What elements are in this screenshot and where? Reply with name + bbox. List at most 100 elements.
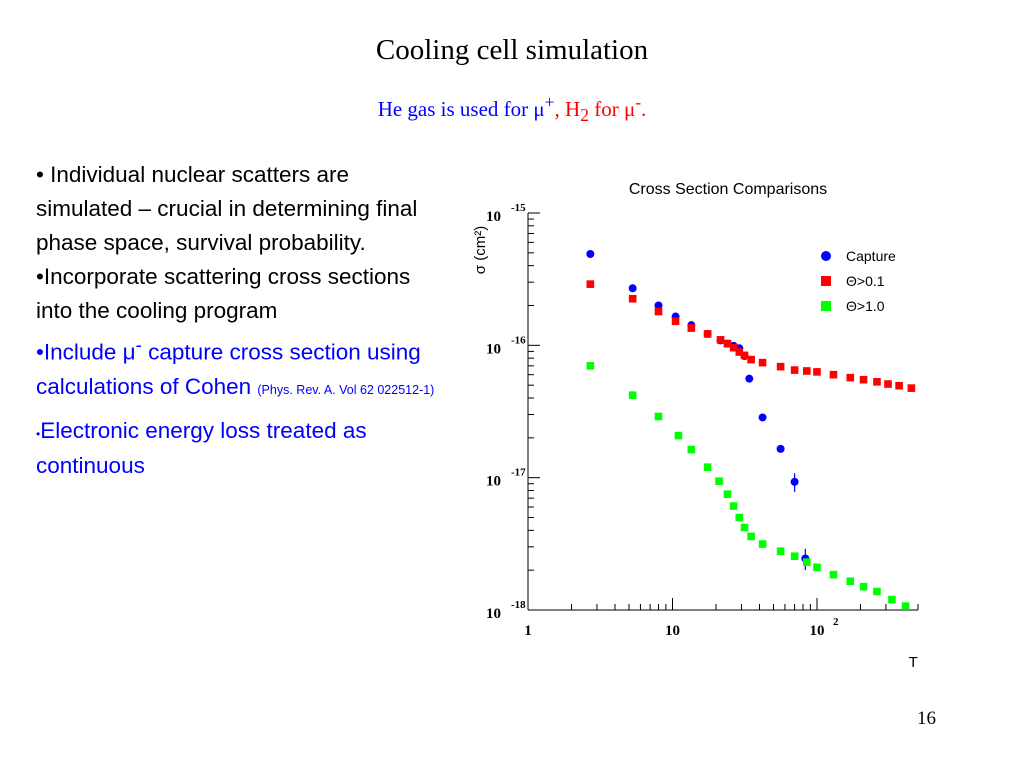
y-tick-label: 10 <box>486 474 501 490</box>
x-tick-label: 10 <box>665 623 680 639</box>
theta-1.0-point <box>888 595 896 604</box>
theta-1.0-point <box>654 412 663 421</box>
theta-0.1-point <box>654 307 663 316</box>
theta-1.0-point <box>586 362 595 370</box>
theta-0.1-point <box>723 339 732 348</box>
theta-0.1-point <box>907 384 916 392</box>
y-tick-label: 10 <box>486 606 501 622</box>
theta-0.1-point <box>687 324 696 332</box>
legend-marker-capture <box>821 251 831 261</box>
theta-1.0-point <box>790 552 799 561</box>
bullet-2: •Incorporate scattering cross sections i… <box>36 264 411 323</box>
bullet-3: •Include μ- capture cross section using … <box>36 328 446 407</box>
legend-marker-theta-0.1 <box>821 276 831 286</box>
y-tick-label: 10 <box>486 341 501 357</box>
theta-0.1-point <box>740 351 749 360</box>
theta-1.0-point <box>846 577 855 586</box>
theta-0.1-point <box>859 375 868 384</box>
capture-point <box>628 284 637 293</box>
x-tick-label: 1 <box>524 623 532 639</box>
theta-0.1-point <box>895 381 903 390</box>
subtitle-period: . <box>641 97 647 121</box>
theta-0.1-point <box>586 280 595 288</box>
bullet-3-pre: •Include μ <box>36 339 136 365</box>
subtitle-mu-plus-sup: + <box>544 92 555 112</box>
theta-1.0-point <box>674 431 683 440</box>
legend-marker-theta-1.0 <box>821 301 831 311</box>
bullet-4-text: Electronic energy loss treated as contin… <box>36 417 367 478</box>
theta-1.0-point <box>703 463 712 471</box>
x-tick-label-exponent: 2 <box>833 616 839 628</box>
theta-1.0-point <box>758 540 767 548</box>
bullet-4: •Electronic energy loss treated as conti… <box>36 415 446 482</box>
theta-0.1-point <box>716 336 725 344</box>
legend-label: Θ>1.0 <box>846 298 885 314</box>
theta-1.0-point <box>715 477 723 486</box>
slide-subtitle: He gas is used for μ+, H2 for μ-. <box>0 92 1024 126</box>
theta-0.1-point <box>628 294 637 303</box>
y-axis-label: σ (cm²) <box>472 226 489 274</box>
theta-0.1-point <box>729 343 738 352</box>
y-tick-label: 10 <box>486 209 501 225</box>
legend: Capture Θ>0.1 Θ>1.0 <box>821 248 896 314</box>
bullet-1: • Individual nuclear scatters are simula… <box>36 162 418 255</box>
theta-0.1-point <box>873 378 881 386</box>
y-tick-label-exponent: -16 <box>511 334 526 346</box>
legend-label: Capture <box>846 248 896 264</box>
subtitle-h2-sub: 2 <box>580 105 589 126</box>
theta-0.1-point <box>703 330 712 338</box>
theta-0.1-point <box>671 317 680 326</box>
subtitle-mu-minus-sup: - <box>635 92 642 112</box>
theta-1.0-point <box>628 391 637 399</box>
capture-point <box>745 374 754 383</box>
theta-0.1-point <box>884 380 892 388</box>
theta-0.1-point <box>829 370 838 379</box>
capture-point <box>776 444 785 453</box>
y-tick-label-exponent: -17 <box>511 467 526 479</box>
theta-0.1-point <box>776 362 785 371</box>
theta-1.0-point <box>829 570 838 579</box>
capture-point <box>758 413 767 422</box>
bullet-3-post: capture cross section using calculations… <box>36 339 421 399</box>
y-tick-label-exponent: -18 <box>511 599 526 611</box>
capture-point <box>790 477 799 486</box>
bullet-3-sup: - <box>135 334 142 355</box>
theta-1.0-point <box>687 445 696 454</box>
theta-1.0-point <box>723 490 732 499</box>
theta-1.0-point <box>729 502 738 510</box>
subtitle-h2-part: , H <box>554 97 581 121</box>
cross-section-chart: Cross Section Comparisons σ (cm²) T (eV)… <box>472 181 920 670</box>
theta-1.0-point <box>776 547 785 556</box>
bullet-list: • Individual nuclear scatters are simula… <box>36 158 446 482</box>
subtitle-he-part: He gas is used for μ <box>377 97 545 121</box>
theta-1.0-point <box>740 523 749 532</box>
theta-0.1-point <box>747 355 755 364</box>
theta-1.0-point <box>813 563 821 572</box>
axes: 1 10 10 2 10 -15 10 -16 10 -17 10 -18 <box>486 202 919 639</box>
theta-0.1-point <box>735 348 744 356</box>
y-tick-label-exponent: -15 <box>511 202 526 214</box>
legend-label: Θ>0.1 <box>846 273 885 289</box>
capture-point <box>654 301 663 310</box>
theta-1.0-point <box>803 558 811 566</box>
theta-1.0-point <box>873 587 881 596</box>
theta-0.1-point <box>758 358 767 367</box>
bullet-4-dot: • <box>36 426 41 441</box>
data-marks <box>586 249 916 610</box>
capture-point <box>586 249 595 258</box>
theta-1.0-point <box>859 582 868 591</box>
theta-1.0-point <box>747 532 755 541</box>
theta-0.1-point <box>813 368 821 376</box>
theta-0.1-point <box>790 366 799 374</box>
slide-title: Cooling cell simulation <box>375 34 649 66</box>
subtitle-mu-minus-part: for μ <box>588 97 636 121</box>
x-tick-label: 10 <box>809 623 824 639</box>
x-axis-label: T (eV) <box>909 654 920 670</box>
theta-0.1-point <box>846 373 855 382</box>
bullet-3-reference: (Phys. Rev. A. Vol 62 022512-1) <box>257 382 435 397</box>
theta-1.0-point <box>901 602 910 610</box>
theta-0.1-point <box>803 367 811 375</box>
chart-title: Cross Section Comparisons <box>629 181 827 198</box>
page-number: 16 <box>917 708 936 729</box>
theta-1.0-point <box>735 513 744 522</box>
